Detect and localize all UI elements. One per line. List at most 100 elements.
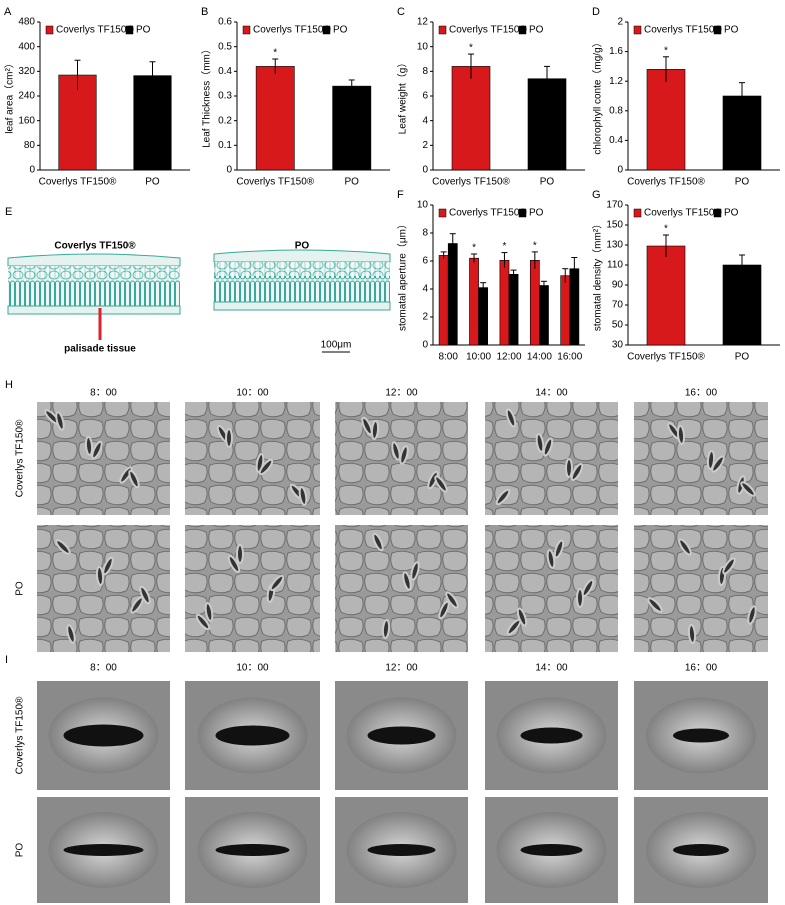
stoma [687,624,697,644]
legend-swatch [633,208,642,218]
significance-mark: * [472,243,476,254]
y-tick-label: 0 [29,165,35,176]
stoma [535,433,545,453]
stoma [391,441,401,461]
significance-mark: * [502,241,506,252]
legend-label: Coverlys TF150® [644,25,722,36]
bar [447,243,458,346]
stomatal-pore [520,844,583,856]
y-tick-label: 170 [606,200,623,211]
stoma [402,571,412,591]
panel-label: B [201,6,208,18]
stomatal-pore [520,727,583,744]
legend-swatch [242,25,251,35]
stoma [269,574,285,592]
annotation: palisade tissue [64,344,136,355]
time-label: 8：00 [90,663,117,674]
time-label: 8：00 [90,388,117,399]
stomatal-pore [367,726,436,745]
stoma [722,557,736,575]
x-tick-label: 16:00 [557,352,582,363]
legend-swatch [322,25,331,35]
x-tick-label: PO [145,177,160,188]
bar [451,66,491,171]
lower-epidermis [213,301,391,311]
stoma [91,440,103,460]
time-label: 10：00 [236,663,269,674]
x-tick-label: PO [540,177,555,188]
x-tick-label: Coverlys TF150® [627,177,705,188]
y-tick-label: 90 [612,280,624,291]
x-tick-label: 8:00 [438,352,458,363]
stomatal-pore [215,844,290,856]
bar [438,255,449,346]
section-label: PO [295,241,310,252]
stoma [565,458,573,478]
stoma [706,450,716,470]
legend-swatch [45,25,54,35]
y-tick-label: 0 [226,165,232,176]
row-label: PO [15,581,26,596]
panel-label: D [592,6,600,18]
stoma [66,624,76,644]
spongy-layer [214,262,390,276]
x-tick-label: Coverlys TF150® [236,177,314,188]
sem-image [634,402,768,515]
panel-label: A [4,6,12,18]
y-axis-label: chlorophyll conte（mg/g） [592,37,604,154]
stoma [55,539,71,555]
stoma [542,437,554,457]
leaf-epidermis [7,253,181,267]
time-label: 12：00 [385,663,418,674]
stoma [495,488,511,506]
legend-label: Coverlys TF150® [56,25,134,36]
y-tick-label: 110 [607,260,623,271]
x-tick-label: PO [735,177,750,188]
x-tick-label: Coverlys TF150® [39,177,117,188]
bar [560,275,571,346]
y-tick-label: 0.6 [218,17,232,28]
y-tick-label: 10 [417,41,429,52]
legend-swatch [713,25,722,35]
panel-label: C [397,6,405,18]
sem-image [634,525,768,652]
time-label: 12：00 [385,388,418,399]
bar [646,69,686,171]
bar [469,257,479,346]
y-tick-label: 0.8 [609,105,623,116]
row-label: PO [15,843,26,858]
y-axis-label: leaf area（cm²） [4,58,16,134]
section-label: Coverlys TF150® [54,241,136,252]
y-tick-label: 1.6 [609,46,623,57]
y-tick-label: 0.5 [218,41,232,52]
bar [255,66,295,171]
stoma [298,486,308,506]
y-tick-label: 2 [617,17,623,28]
legend-label: PO [136,25,151,36]
significance-mark: * [664,45,668,56]
stoma [95,566,105,586]
panel-label: I [5,654,8,666]
y-tick-label: 50 [612,320,624,331]
leaf-epidermis [213,249,391,263]
stoma [553,539,565,559]
stomatal-pore [367,844,436,856]
stoma [438,600,450,620]
bar [529,259,540,346]
stomatal-pore [673,728,729,743]
y-tick-label: 6 [422,256,428,267]
y-tick-label: 6 [422,91,428,102]
bar [478,287,489,346]
stoma [372,532,384,552]
x-tick-label: Coverlys TF150® [432,177,510,188]
stoma [711,455,725,473]
y-tick-label: 0.4 [218,66,232,77]
y-tick-label: 2 [422,140,428,151]
stomatal-pore [673,844,729,856]
stoma [647,597,663,613]
legend-label: PO [724,208,739,219]
y-tick-label: 2 [422,312,428,323]
stoma [676,425,686,445]
y-tick-label: 1.2 [609,76,623,87]
x-tick-label: 12:00 [496,352,521,363]
